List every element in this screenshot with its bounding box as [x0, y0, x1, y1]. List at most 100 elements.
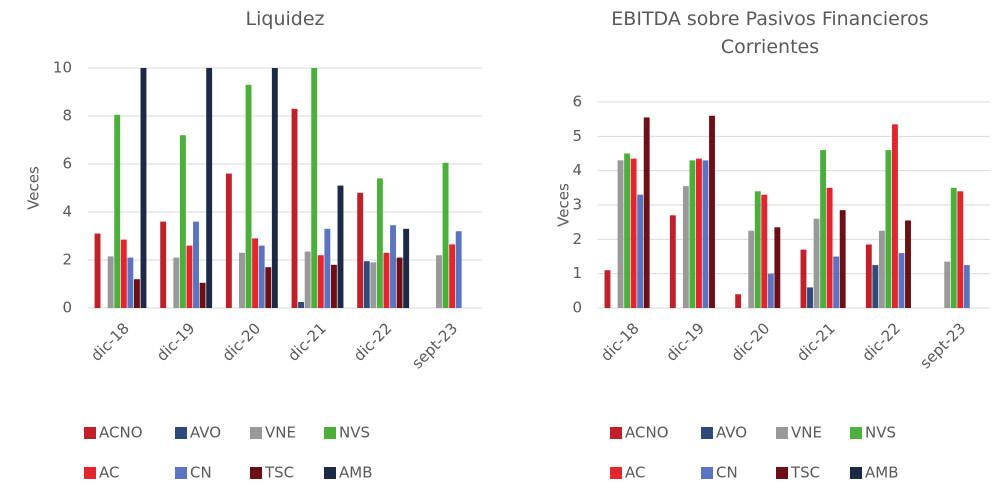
- y-tick-label: 8: [62, 107, 72, 125]
- y-tick-label: 4: [62, 203, 72, 221]
- y-tick-label: 5: [572, 127, 582, 145]
- bar: [160, 221, 167, 308]
- x-tick-label: sept-23: [916, 319, 969, 372]
- bar: [833, 256, 840, 308]
- legend-swatch: [175, 427, 187, 439]
- bar: [878, 230, 885, 308]
- legend-label: VNE: [791, 424, 822, 442]
- bar: [403, 228, 410, 308]
- bar: [709, 115, 715, 308]
- bar: [774, 227, 781, 308]
- bar: [957, 191, 964, 308]
- legend-label: AC: [99, 464, 119, 482]
- legend-swatch: [324, 427, 336, 439]
- bar: [317, 255, 324, 308]
- bar: [748, 230, 755, 308]
- x-tick-label: dic-21: [284, 319, 330, 365]
- legend-swatch: [84, 427, 96, 439]
- bar: [826, 187, 833, 308]
- bar: [252, 238, 259, 308]
- x-tick-label: sept-23: [408, 319, 461, 372]
- bar: [199, 282, 206, 308]
- legend-label: ACNO: [625, 424, 669, 442]
- bar: [944, 261, 951, 308]
- bar: [735, 294, 742, 308]
- bar: [800, 249, 807, 308]
- bar: [127, 257, 134, 308]
- chart-title: EBITDA sobre Pasivos Financieros Corrien…: [611, 8, 929, 58]
- bar: [872, 265, 879, 308]
- legend-label: CN: [190, 464, 212, 482]
- bar: [767, 273, 774, 308]
- bar: [905, 220, 911, 308]
- bar: [140, 68, 147, 308]
- bar: [311, 68, 318, 308]
- bar: [696, 158, 702, 308]
- bar: [963, 265, 970, 308]
- bar: [370, 262, 377, 308]
- bar: [114, 114, 121, 308]
- legend-label: CN: [716, 464, 738, 482]
- bar: [455, 231, 462, 308]
- bar: [133, 279, 140, 308]
- bar: [617, 160, 624, 308]
- bar: [245, 84, 252, 308]
- bar: [689, 160, 696, 308]
- bar: [604, 270, 611, 308]
- bar: [643, 117, 650, 308]
- bar: [892, 124, 898, 308]
- bar: [702, 160, 709, 308]
- legend-swatch: [250, 427, 262, 439]
- bar: [383, 252, 390, 308]
- bar: [337, 185, 344, 308]
- bar: [206, 68, 213, 308]
- bar: [304, 251, 311, 308]
- y-axis-label: Veces: [555, 183, 573, 227]
- x-tick-label: dic-20: [728, 319, 774, 365]
- y-tick-label: 0: [572, 299, 582, 317]
- legend-label: AMB: [339, 464, 373, 482]
- legend-swatch: [175, 467, 187, 479]
- y-tick-label: 1: [572, 264, 582, 282]
- bar: [630, 158, 637, 308]
- x-tick-label: dic-22: [350, 319, 396, 365]
- legend-swatch: [776, 427, 788, 439]
- bar: [669, 215, 676, 308]
- legend-label: AMB: [865, 464, 899, 482]
- legend-swatch: [776, 467, 788, 479]
- bar: [449, 244, 456, 308]
- y-tick-label: 4: [572, 161, 582, 179]
- x-tick-label: dic-19: [153, 319, 199, 365]
- y-tick-label: 6: [62, 155, 72, 173]
- bar: [120, 239, 127, 308]
- legend-swatch: [610, 427, 622, 439]
- legend-label: TSC: [264, 464, 294, 482]
- legend-swatch: [701, 427, 713, 439]
- bar: [807, 287, 813, 308]
- bar: [363, 261, 370, 308]
- legend-label: AVO: [190, 424, 221, 442]
- bar: [885, 150, 892, 308]
- x-tick-label: dic-18: [597, 319, 643, 365]
- legend-label: NVS: [339, 424, 370, 442]
- legend-swatch: [701, 467, 713, 479]
- bar: [637, 194, 644, 308]
- bar: [258, 245, 265, 308]
- legend-label: AC: [625, 464, 645, 482]
- legend-label: VNE: [265, 424, 296, 442]
- bar: [179, 135, 186, 308]
- y-tick-label: 0: [62, 299, 72, 317]
- bar: [624, 153, 631, 308]
- legend-label: ACNO: [99, 424, 143, 442]
- bar: [376, 178, 383, 308]
- y-tick-label: 10: [53, 59, 72, 77]
- bar: [107, 256, 114, 308]
- bar: [225, 173, 232, 308]
- legend-swatch: [850, 467, 862, 479]
- x-tick-label: dic-21: [793, 319, 839, 365]
- y-tick-label: 3: [572, 196, 582, 214]
- bar: [271, 68, 278, 308]
- bar: [324, 228, 331, 308]
